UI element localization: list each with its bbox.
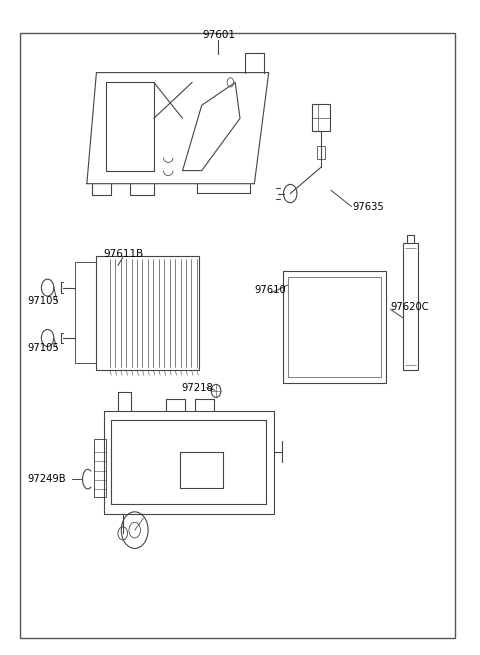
Bar xyxy=(312,104,330,132)
Bar xyxy=(403,242,418,370)
Bar xyxy=(94,439,106,497)
Text: 97218: 97218 xyxy=(181,383,213,392)
Text: 97635: 97635 xyxy=(352,202,384,212)
Bar xyxy=(317,146,324,159)
Bar xyxy=(96,255,199,370)
Text: 97601: 97601 xyxy=(202,29,235,40)
Bar xyxy=(288,277,381,377)
Text: 97610: 97610 xyxy=(254,284,286,295)
Bar xyxy=(283,271,386,383)
Bar xyxy=(75,262,96,364)
Text: 97105: 97105 xyxy=(27,296,59,307)
Text: 97611B: 97611B xyxy=(104,250,144,259)
Text: 97249B: 97249B xyxy=(27,474,66,484)
Text: 97620C: 97620C xyxy=(391,301,430,312)
Text: 97105: 97105 xyxy=(27,343,59,354)
